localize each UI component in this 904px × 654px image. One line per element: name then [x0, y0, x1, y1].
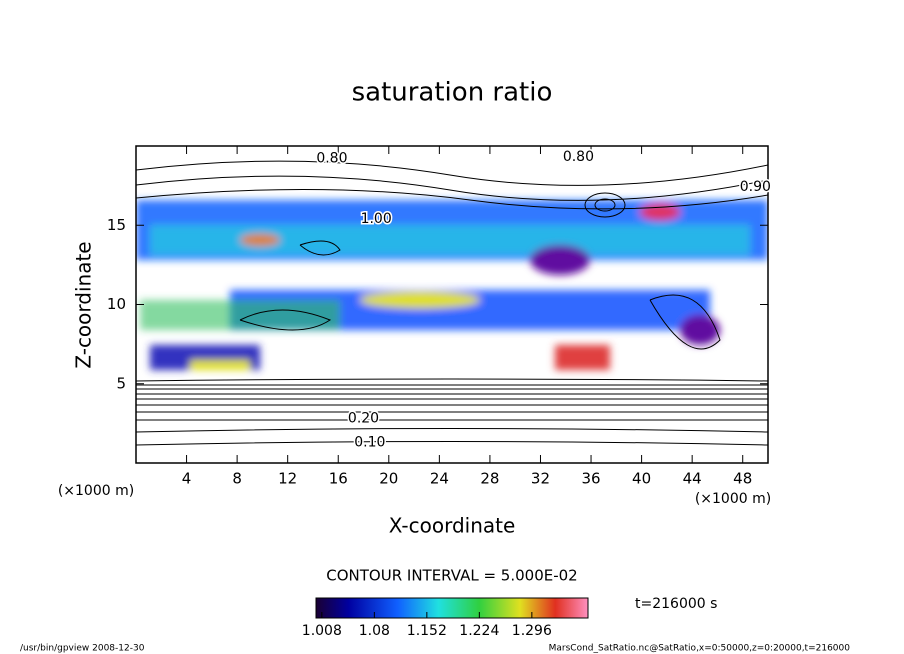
- colorbar-tick-label: 1.08: [359, 623, 390, 639]
- colorbar-tick-label: 1.224: [459, 623, 499, 639]
- footer-left: /usr/bin/gpview 2008-12-30: [20, 644, 145, 654]
- x-tick-label: 8: [232, 470, 242, 488]
- chart-title: saturation ratio: [352, 78, 553, 108]
- y-tick-label: 5: [116, 374, 126, 392]
- contour-label: 0.20: [348, 411, 379, 427]
- x-axis-label: X-coordinate: [389, 514, 516, 538]
- colorbar-tick-label: 1.296: [512, 623, 552, 639]
- x-unit-label: (×1000 m): [695, 491, 771, 507]
- contour-label: 1.00: [361, 211, 392, 227]
- field: [136, 146, 768, 463]
- x-tick-label: 32: [531, 470, 550, 488]
- colorbar-tick-label: 1.152: [407, 623, 447, 639]
- colorbar: [315, 597, 589, 619]
- x-tick-label: 28: [480, 470, 499, 488]
- contour-lines: [136, 160, 768, 446]
- y-unit-label: (×1000 m): [58, 483, 134, 499]
- x-tick-label: 40: [632, 470, 651, 488]
- contour-interval: CONTOUR INTERVAL = 5.000E-02: [326, 567, 577, 585]
- footer-right: MarsCond_SatRatio.nc@SatRatio,x=0:50000,…: [549, 644, 851, 654]
- y-axis-label: Z-coordinate: [72, 241, 96, 368]
- x-tick-label: 20: [379, 470, 398, 488]
- field-shading: [136, 200, 768, 370]
- contour-label: 0.10: [354, 434, 385, 450]
- x-tick-label: 16: [329, 470, 348, 488]
- x-tick-label: 4: [182, 470, 192, 488]
- y-tick-label: 10: [107, 295, 126, 313]
- contour-label: 0.80: [563, 149, 594, 165]
- x-tick-label: 24: [430, 470, 449, 488]
- contour-label: 0.80: [316, 151, 347, 167]
- contour-label: 0.90: [740, 179, 771, 195]
- time-label: t=216000 s: [635, 596, 717, 612]
- y-tick-label: 15: [107, 216, 126, 234]
- x-tick-label: 36: [581, 470, 600, 488]
- x-tick-label: 44: [683, 470, 702, 488]
- x-tick-label: 12: [278, 470, 297, 488]
- colorbar-tick-label: 1.008: [302, 623, 342, 639]
- x-tick-label: 48: [733, 470, 752, 488]
